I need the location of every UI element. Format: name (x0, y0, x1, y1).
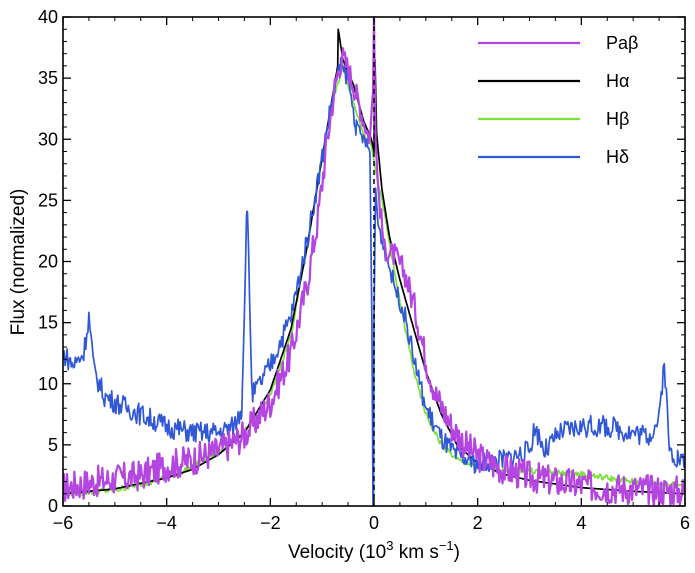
legend-label: Hβ (606, 109, 629, 129)
y-tick-label: 15 (38, 313, 58, 333)
y-axis-title: Flux (normalized) (8, 189, 29, 336)
legend-label: Paβ (606, 33, 638, 53)
y-tick-label: 25 (38, 190, 58, 210)
x-tick-label: 2 (473, 513, 483, 533)
x-tick-label: 4 (576, 513, 586, 533)
x-tick-label: −4 (156, 513, 177, 533)
y-tick-label: 5 (48, 435, 58, 455)
tick-layer: −6 −4 −2 0 2 4 6 0 5 10 15 20 25 30 35 40 (38, 7, 690, 533)
y-tick-label: 30 (38, 129, 58, 149)
y-tick-label: 40 (38, 7, 58, 27)
legend-label: Hα (606, 71, 629, 91)
x-tick-label: −2 (260, 513, 281, 533)
legend-label: Hδ (606, 147, 629, 167)
x-tick-label: 6 (680, 513, 690, 533)
y-tick-label: 35 (38, 68, 58, 88)
y-tick-label: 10 (38, 374, 58, 394)
y-tick-label: 20 (38, 252, 58, 272)
x-tick-label: −6 (53, 513, 74, 533)
x-tick-label: 0 (369, 513, 379, 533)
y-tick-label: 0 (48, 496, 58, 516)
legend: Paβ Hα Hβ Hδ (478, 33, 638, 167)
x-axis-title: Velocity (103 km s−1) (288, 538, 460, 563)
